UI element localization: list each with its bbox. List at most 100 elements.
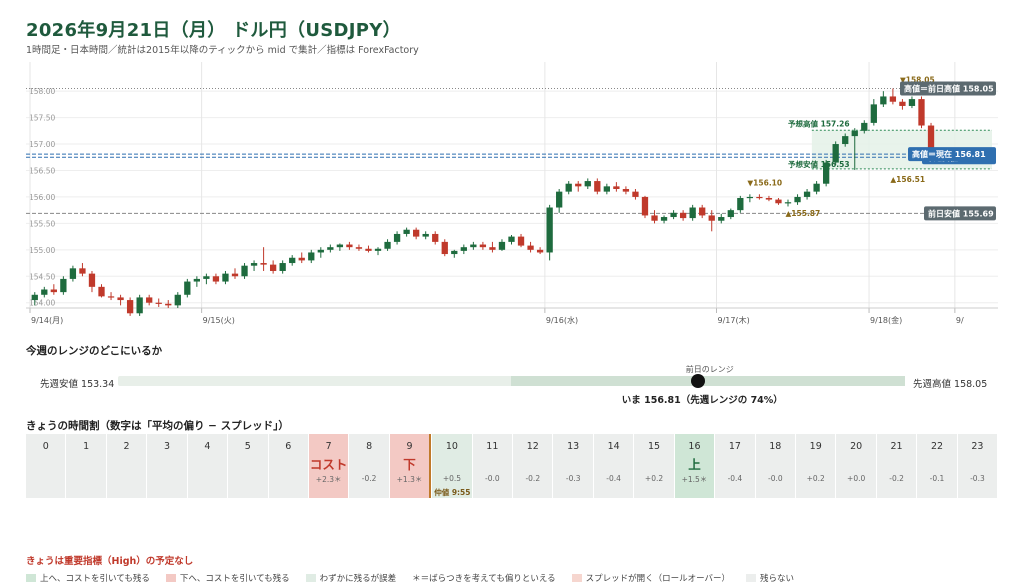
hour-value: +0.2 [644,474,664,483]
legend-label: 下へ、コストを引いても残る [179,574,290,584]
legend-swatch [746,574,756,582]
level-label-box [924,206,996,221]
candle-body [136,297,143,314]
hour-cell-14: 14 -0.4 [593,434,634,498]
candle-body [737,197,744,211]
candle-body [289,257,296,264]
hour-grid: 0 1 2 3 4 5 6 7 コスト +2.3＊ 8 -0.2 9 下 +1.3＊ 10 +0.5 仲値 9:5… [26,434,998,498]
hour-value: -0.2 [889,474,904,483]
range-prev-day [510,376,905,386]
hour-number: 23 [971,441,984,452]
hour-number: 20 [850,441,863,452]
legend-item: ＊＝ばらつきを考えても偏りといえる [412,572,555,584]
candle-body [308,252,315,261]
price-marker: ▲155.87 [786,209,821,218]
candle-body [498,241,506,250]
candle-body [126,300,134,314]
level-label: 高値＝前日高値 158.05 [904,84,994,94]
candle-body [784,202,792,204]
x-tick-label: 9/15(火) [203,316,235,325]
candle-body [899,101,906,106]
candle-body [822,162,830,184]
candle-body [250,263,258,266]
legend-item: 残らない [746,572,794,584]
candle-body [842,136,849,145]
fixing-label: 仲値 9:55 [434,488,471,497]
hour-number: 10 [445,441,458,452]
candle-body [594,181,601,192]
hour-cell-22: 22 -0.1 [917,434,957,498]
x-tick-label: 9/16(水) [546,315,578,325]
candle-body [365,248,372,251]
candle-body [31,294,38,301]
candle-body [880,96,887,105]
candle-body [832,144,839,163]
price-marker: ▼156.10 [747,179,782,188]
hour-number: 5 [244,441,251,452]
candle-body [79,268,86,274]
hour-number: 8 [366,441,373,452]
hour-cell-2: 2 [106,434,147,498]
hour-number: 9 [406,441,413,452]
x-tick-label: 9/14(月) [31,316,63,325]
hour-value: -0.3 [565,474,581,483]
candle-body [536,249,544,253]
hour-cell-11: 11 -0.0 [472,434,513,498]
candle-body [813,183,820,192]
candle-body [231,273,239,277]
legend-swatch [26,574,36,582]
y-tick-label: 155.50 [29,219,55,228]
candle-body [851,130,858,137]
y-tick-label: 158.00 [29,87,55,96]
price-marker: ▼158.05 [900,76,935,85]
y-tick-label: 154.00 [29,299,55,308]
hour-cell-17: 17 -0.4 [715,434,755,498]
candle-body [165,303,172,306]
candle-body [451,250,458,255]
hour-number: 4 [204,441,211,452]
legend-swatch [165,574,176,582]
candle-body [260,263,267,265]
x-tick-label: 9/18(金) [870,315,902,325]
candle-body [317,249,324,253]
candle-body [403,229,410,234]
range-low-label: 先週安値 153.34 [40,379,115,390]
candle-body [746,196,754,199]
candle-body [298,257,305,261]
candle-body [441,241,448,255]
hour-value: -0.4 [606,474,621,483]
hour-cell-8: 8 -0.2 [349,434,389,498]
candle-body [889,96,897,102]
candle-body [355,247,363,249]
hour-cell-23: 23 -0.3 [957,434,998,498]
legend-label: ＊＝ばらつきを考えても偏りといえる [412,574,556,584]
candle-body [422,233,429,237]
candle-body [765,197,773,200]
candle-body [918,99,925,126]
candle-body [527,245,534,250]
hour-number: 1 [83,441,90,452]
candle-body [69,268,77,279]
candle-body [670,212,677,218]
candle-body [622,189,630,192]
hour-value: +1.3＊ [396,475,423,484]
legend-item: スプレッドが開く（ロールオーバー） [571,572,730,584]
candle-body [374,248,382,251]
candle-body [641,196,649,216]
candle-body [50,289,57,293]
forecast-low-label: 予想安値 156.53 [788,159,850,169]
hour-number: 17 [728,441,741,452]
legend-label: スプレッドが開く（ロールオーバー） [585,574,730,584]
candle-body [651,215,658,221]
candle-body [756,196,763,199]
candle-body [184,281,191,295]
candle-body [508,236,515,242]
hour-value: -0.4 [727,474,743,483]
candle-body [212,276,220,282]
hour-cell-16: 16 上 +1.5＊ [674,434,715,498]
hour-number: 18 [769,441,782,452]
hour-cell-7: 7 コスト +2.3＊ [308,434,349,498]
candle-body [155,302,162,304]
candle-body [546,207,553,253]
y-tick-label: 157.00 [29,140,55,149]
